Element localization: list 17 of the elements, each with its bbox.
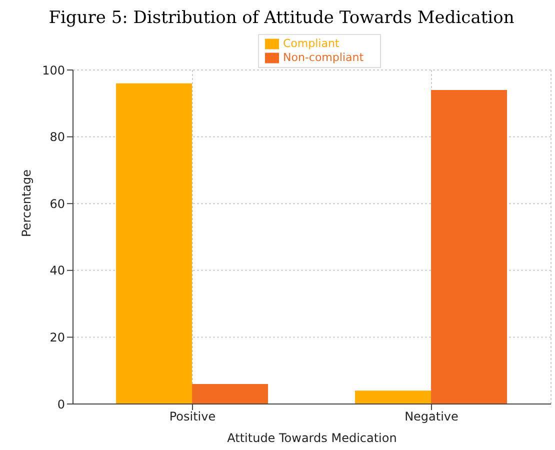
y-tick-label: 60 (50, 196, 65, 211)
y-tick-label: 80 (50, 130, 65, 144)
bar (192, 384, 268, 404)
x-tick-label: Negative (404, 410, 458, 424)
y-tick-label: 0 (57, 397, 65, 412)
x-tick-label: Positive (169, 410, 216, 424)
y-axis-title: Percentage (19, 169, 34, 237)
y-tick-label: 100 (42, 63, 65, 78)
bar (431, 90, 508, 404)
legend-label: Compliant (283, 37, 340, 50)
y-tick-label: 20 (50, 330, 65, 344)
legend-label: Non-compliant (283, 51, 364, 64)
bar (116, 83, 192, 404)
bar (355, 390, 432, 404)
chart-title: Figure 5: Distribution of Attitude Towards Medication (48, 8, 516, 30)
x-axis-title: Attitude Towards Medication (227, 431, 397, 445)
y-tick-label: 40 (50, 264, 65, 278)
